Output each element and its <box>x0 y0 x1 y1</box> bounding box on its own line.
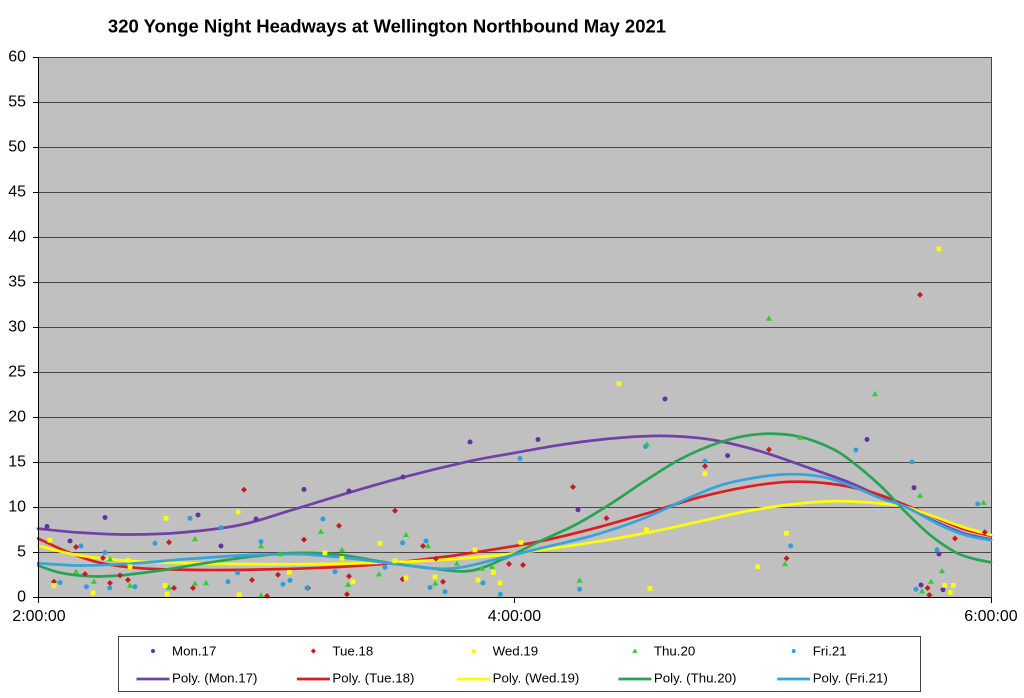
svg-text:6:00:00: 6:00:00 <box>964 608 1017 625</box>
svg-text:2:00:00: 2:00:00 <box>12 608 65 625</box>
svg-text:20: 20 <box>8 409 26 426</box>
svg-text:Wed.19: Wed.19 <box>493 644 539 659</box>
svg-text:Tue.18: Tue.18 <box>332 644 373 659</box>
svg-text:4:00:00: 4:00:00 <box>488 608 541 625</box>
svg-text:30: 30 <box>8 319 26 336</box>
svg-text:Poly. (Wed.19): Poly. (Wed.19) <box>493 671 580 686</box>
svg-text:Poly. (Mon.17): Poly. (Mon.17) <box>172 671 257 686</box>
svg-text:40: 40 <box>8 229 26 246</box>
svg-text:35: 35 <box>8 274 26 291</box>
svg-text:10: 10 <box>8 499 26 516</box>
svg-text:50: 50 <box>8 139 26 156</box>
svg-text:25: 25 <box>8 364 26 381</box>
svg-text:Poly. (Thu.20): Poly. (Thu.20) <box>654 671 737 686</box>
svg-text:60: 60 <box>8 49 26 66</box>
svg-text:55: 55 <box>8 94 26 111</box>
svg-text:320 Yonge Night Headways at We: 320 Yonge Night Headways at Wellington N… <box>108 16 666 37</box>
svg-text:5: 5 <box>17 544 26 561</box>
svg-text:Fri.21: Fri.21 <box>813 644 847 659</box>
svg-text:Thu.20: Thu.20 <box>654 644 695 659</box>
svg-text:45: 45 <box>8 184 26 201</box>
svg-text:Mon.17: Mon.17 <box>172 644 216 659</box>
svg-text:0: 0 <box>17 589 26 606</box>
svg-text:Poly. (Tue.18): Poly. (Tue.18) <box>332 671 414 686</box>
svg-text:15: 15 <box>8 454 26 471</box>
svg-text:Poly. (Fri.21): Poly. (Fri.21) <box>813 671 888 686</box>
